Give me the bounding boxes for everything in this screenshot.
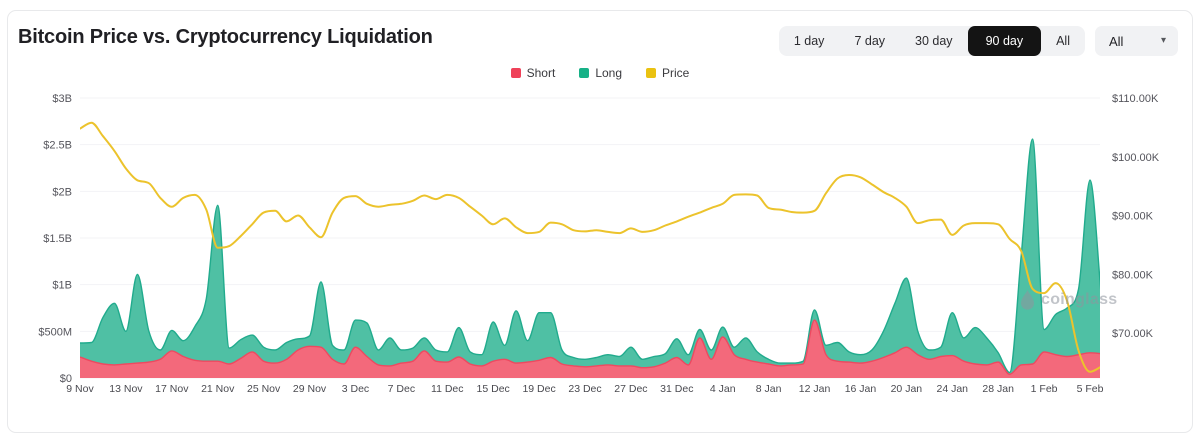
svg-text:25 Nov: 25 Nov bbox=[247, 383, 281, 395]
legend-label: Long bbox=[595, 66, 623, 80]
legend-item-long[interactable]: Long bbox=[579, 66, 622, 80]
svg-text:9 Nov: 9 Nov bbox=[66, 383, 94, 395]
legend-label: Short bbox=[526, 66, 556, 80]
range-button-7-day[interactable]: 7 day bbox=[839, 26, 900, 56]
svg-text:19 Dec: 19 Dec bbox=[522, 383, 555, 395]
svg-text:$1.5B: $1.5B bbox=[43, 233, 72, 245]
svg-text:1 Feb: 1 Feb bbox=[1031, 383, 1058, 395]
svg-text:4 Jan: 4 Jan bbox=[710, 383, 736, 395]
svg-text:20 Jan: 20 Jan bbox=[891, 383, 923, 395]
svg-text:24 Jan: 24 Jan bbox=[937, 383, 969, 395]
legend-item-short[interactable]: Short bbox=[510, 66, 556, 80]
chevron-down-icon: ▾ bbox=[1160, 35, 1166, 46]
svg-text:$2B: $2B bbox=[52, 186, 72, 198]
svg-text:$100.00K: $100.00K bbox=[1112, 152, 1160, 164]
svg-text:$70.00K: $70.00K bbox=[1112, 328, 1154, 340]
svg-text:11 Dec: 11 Dec bbox=[431, 383, 464, 395]
svg-text:29 Nov: 29 Nov bbox=[293, 383, 327, 395]
long-legend-swatch bbox=[579, 68, 590, 78]
svg-text:21 Nov: 21 Nov bbox=[201, 383, 235, 395]
svg-text:7 Dec: 7 Dec bbox=[388, 383, 415, 395]
page-title: Bitcoin Price vs. Cryptocurrency Liquida… bbox=[18, 26, 433, 48]
dropdown-value: All bbox=[1109, 33, 1124, 49]
legend-label: Price bbox=[662, 66, 690, 80]
svg-text:$500M: $500M bbox=[38, 326, 72, 338]
coin-filter-dropdown[interactable]: All ▾ bbox=[1095, 26, 1178, 56]
legend-item-price[interactable]: Price bbox=[646, 66, 689, 80]
svg-text:23 Dec: 23 Dec bbox=[568, 383, 601, 395]
svg-text:$2.5B: $2.5B bbox=[43, 140, 72, 152]
svg-text:$0: $0 bbox=[60, 373, 72, 385]
chart-legend: Short Long Price bbox=[0, 66, 1200, 80]
svg-text:15 Dec: 15 Dec bbox=[477, 383, 510, 395]
range-button-all[interactable]: All bbox=[1041, 26, 1085, 56]
svg-text:$1B: $1B bbox=[52, 280, 72, 292]
range-button-90-day[interactable]: 90 day bbox=[967, 26, 1042, 56]
svg-text:12 Jan: 12 Jan bbox=[799, 383, 831, 395]
range-button-1-day[interactable]: 1 day bbox=[779, 26, 840, 56]
time-range-selector: 1 day 7 day 30 day 90 day All bbox=[778, 26, 1085, 56]
svg-text:$110.00K: $110.00K bbox=[1112, 93, 1159, 105]
svg-text:13 Nov: 13 Nov bbox=[109, 383, 143, 395]
short-legend-swatch bbox=[510, 68, 521, 78]
svg-text:31 Dec: 31 Dec bbox=[660, 383, 693, 395]
svg-text:17 Nov: 17 Nov bbox=[155, 383, 189, 395]
svg-text:5 Feb: 5 Feb bbox=[1077, 383, 1104, 395]
svg-text:28 Jan: 28 Jan bbox=[982, 383, 1014, 395]
svg-text:27 Dec: 27 Dec bbox=[614, 383, 647, 395]
svg-text:3 Dec: 3 Dec bbox=[342, 383, 369, 395]
svg-text:16 Jan: 16 Jan bbox=[845, 383, 877, 395]
price-legend-swatch bbox=[646, 68, 657, 78]
svg-text:8 Jan: 8 Jan bbox=[756, 383, 782, 395]
svg-text:$80.00K: $80.00K bbox=[1112, 269, 1154, 281]
svg-text:$3B: $3B bbox=[52, 93, 72, 105]
range-button-30-day[interactable]: 30 day bbox=[900, 26, 968, 56]
svg-text:$90.00K: $90.00K bbox=[1112, 211, 1154, 223]
